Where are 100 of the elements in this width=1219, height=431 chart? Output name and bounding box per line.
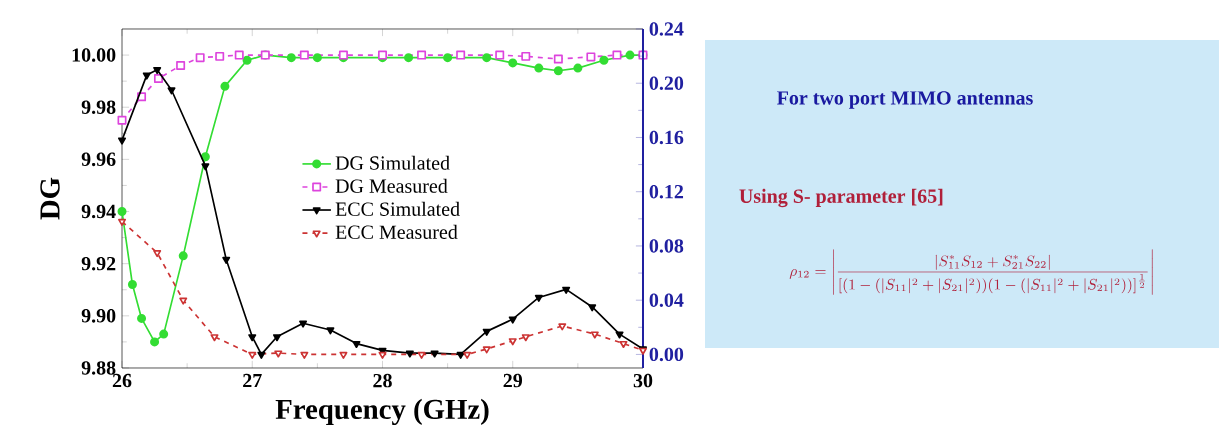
x-tick-label: 29: [503, 374, 523, 388]
y-tick-label: 9.90: [81, 309, 116, 323]
point: [153, 74, 163, 84]
point: [495, 50, 505, 60]
point: [195, 53, 205, 63]
point: [417, 351, 426, 360]
y2-tick-label: 0.20: [649, 76, 684, 91]
point: [118, 219, 127, 227]
point: [167, 87, 176, 95]
y2-tick-label: 0.08: [649, 239, 684, 253]
y-tick-label: 9.88: [81, 361, 116, 375]
x-tick-label: 28: [373, 374, 392, 388]
point: [463, 351, 472, 360]
legend-label: DG Measured: [335, 178, 448, 194]
point: [417, 50, 427, 60]
point: [153, 67, 162, 75]
point: [558, 323, 567, 331]
y2-tick-label: 0.00: [649, 347, 684, 362]
point: [508, 316, 517, 324]
point: [599, 55, 609, 66]
point: [312, 53, 322, 63]
point: [534, 63, 544, 73]
point: [404, 53, 414, 63]
point: [615, 331, 624, 339]
point: [127, 280, 137, 290]
point: [625, 50, 635, 60]
y-tick-label: 9.98: [81, 100, 116, 115]
point: [588, 304, 597, 312]
point: [299, 50, 309, 60]
point: [234, 50, 244, 60]
text: For two port MIMO antennas: [777, 91, 1033, 109]
point: [612, 50, 622, 60]
point: [534, 295, 543, 303]
point: [176, 61, 186, 71]
x-axis-title: Frequency (GHz): [275, 399, 489, 426]
point: [339, 351, 348, 360]
point: [573, 63, 583, 73]
point: [220, 82, 230, 92]
point: [553, 66, 563, 76]
y2-tick-label: 0.04: [649, 293, 684, 308]
y-tick-label: 9.92: [81, 257, 116, 271]
point: [242, 55, 252, 66]
point: [153, 250, 162, 258]
point: [482, 328, 491, 337]
point: [562, 286, 571, 295]
x-tick-label: 30: [633, 374, 653, 388]
y2-tick-label: 0.24: [649, 22, 684, 36]
y-tick-label: 10.00: [72, 48, 116, 63]
point: [159, 329, 169, 339]
point: [521, 52, 531, 62]
point: [586, 52, 596, 62]
point: [443, 53, 453, 63]
point: [178, 251, 188, 261]
y2-tick-label: 0.16: [649, 130, 684, 145]
y-tick-label: 9.96: [81, 152, 116, 167]
point: [150, 337, 160, 347]
point: [619, 341, 628, 349]
text: $\rho_{12}=\left|\frac{|S_{11}^{*}S_{12}+S_{21}^{*}S_{22}|}{[(1-(|S_{11}|^{2}+|S_{21}|^{2}))(1-(|S_{11}|^{2}+|S_{21}|^{2}))]^{\frac{1}{2}}}\right|$: [789, 249, 1153, 296]
text: Using S- parameter [65]: [739, 189, 943, 208]
point: [272, 334, 282, 342]
point: [378, 351, 387, 360]
x-tick-label: 27: [243, 374, 262, 388]
legend-label: DG Simulated: [335, 155, 450, 171]
point: [299, 320, 308, 328]
point: [137, 314, 147, 324]
x-tick-label: 26: [112, 374, 132, 388]
legend-label: ECC Measured: [335, 225, 458, 240]
point: [508, 338, 517, 346]
point: [456, 351, 465, 360]
point: [248, 351, 257, 360]
y-axis-title: DG: [40, 177, 60, 220]
point: [257, 351, 266, 360]
point: [508, 58, 518, 68]
point: [286, 53, 296, 63]
point: [352, 341, 361, 349]
point: [326, 327, 335, 335]
legend-label: ECC Simulated: [335, 202, 460, 217]
point: [210, 334, 219, 342]
point: [117, 207, 127, 217]
point: [590, 331, 599, 339]
point: [118, 137, 127, 145]
point: [482, 53, 492, 63]
point: [248, 334, 257, 342]
point: [521, 334, 530, 342]
point: [200, 152, 210, 162]
point: [405, 350, 414, 358]
point: [430, 350, 439, 358]
point: [553, 54, 563, 64]
point: [201, 163, 210, 171]
point: [179, 297, 188, 305]
point: [300, 351, 309, 360]
point: [274, 350, 283, 358]
point: [482, 346, 491, 354]
y2-tick-label: 0.12: [649, 185, 684, 199]
y-tick-label: 9.94: [81, 204, 116, 219]
point: [215, 52, 225, 62]
point: [142, 72, 151, 80]
point: [456, 50, 466, 60]
point: [117, 115, 127, 125]
point: [222, 257, 231, 265]
